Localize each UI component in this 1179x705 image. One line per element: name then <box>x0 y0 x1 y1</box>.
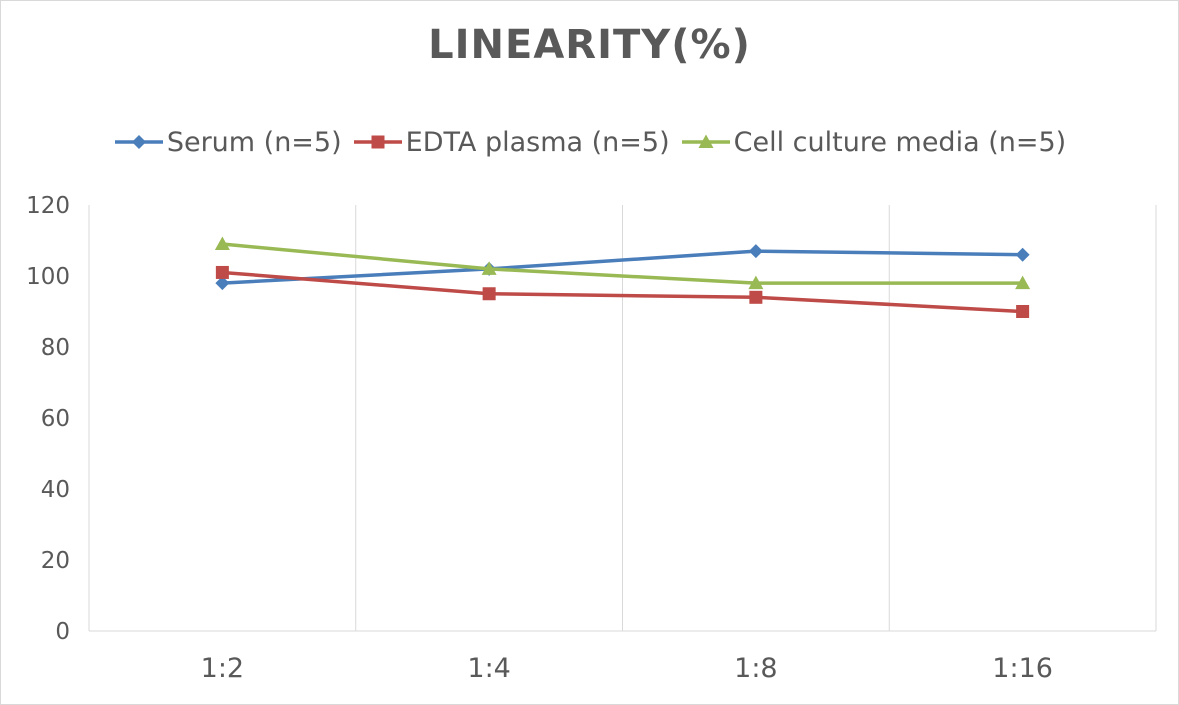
legend-swatch-cell-culture-media <box>681 134 730 148</box>
data-point <box>748 275 764 290</box>
data-point <box>214 236 230 251</box>
series-line <box>220 270 1025 314</box>
y-tick-label: 100 <box>26 264 70 290</box>
series-layer <box>214 236 1031 318</box>
y-tick-label: 60 <box>41 406 70 432</box>
series-line <box>220 242 1025 285</box>
axes: 0 20 40 60 80 100 120 1:2 1:4 1:8 1:16 <box>26 193 1156 684</box>
y-tick-label: 0 <box>55 619 70 645</box>
chart-title: LINEARITY(%) <box>428 22 751 68</box>
y-tick-label: 20 <box>41 548 70 574</box>
legend-marker <box>131 135 146 149</box>
data-point <box>1015 275 1031 290</box>
legend-label-serum: Serum (n=5) <box>166 126 342 158</box>
legend-swatch-serum <box>114 135 163 149</box>
data-point <box>482 287 496 301</box>
x-tick-label: 1:4 <box>467 653 510 684</box>
legend-label-cell-culture-media: Cell culture media (n=5) <box>733 126 1067 158</box>
data-point <box>749 290 763 304</box>
data-point <box>748 244 763 259</box>
x-tick-label: 1:16 <box>992 653 1053 684</box>
x-tick-label: 1:2 <box>201 653 244 684</box>
legend-marker <box>371 135 385 149</box>
legend-item-cell-culture-media: Cell culture media (n=5) <box>680 126 1067 158</box>
y-tick-label: 80 <box>41 335 70 361</box>
y-tick-label: 40 <box>41 477 70 503</box>
data-point <box>481 261 497 275</box>
legend-marker <box>698 134 714 148</box>
data-point <box>1015 247 1030 262</box>
data-point <box>1016 305 1030 318</box>
y-tick-label: 120 <box>26 193 70 219</box>
chart-legend: Serum (n=5) EDTA plasma (n=5) Cell cultu… <box>0 120 1179 164</box>
data-point <box>215 276 230 291</box>
legend-item-serum: Serum (n=5) <box>113 127 342 158</box>
series-line <box>220 249 1025 285</box>
legend-item-edta-plasma: EDTA plasma (n=5) <box>352 127 670 158</box>
legend-label-edta-plasma: EDTA plasma (n=5) <box>405 126 670 158</box>
legend-swatch-edta-plasma <box>353 135 402 149</box>
series-2 <box>214 236 1031 290</box>
data-point <box>215 265 229 279</box>
x-tick-label: 1:8 <box>734 653 777 684</box>
series-1 <box>215 265 1030 318</box>
